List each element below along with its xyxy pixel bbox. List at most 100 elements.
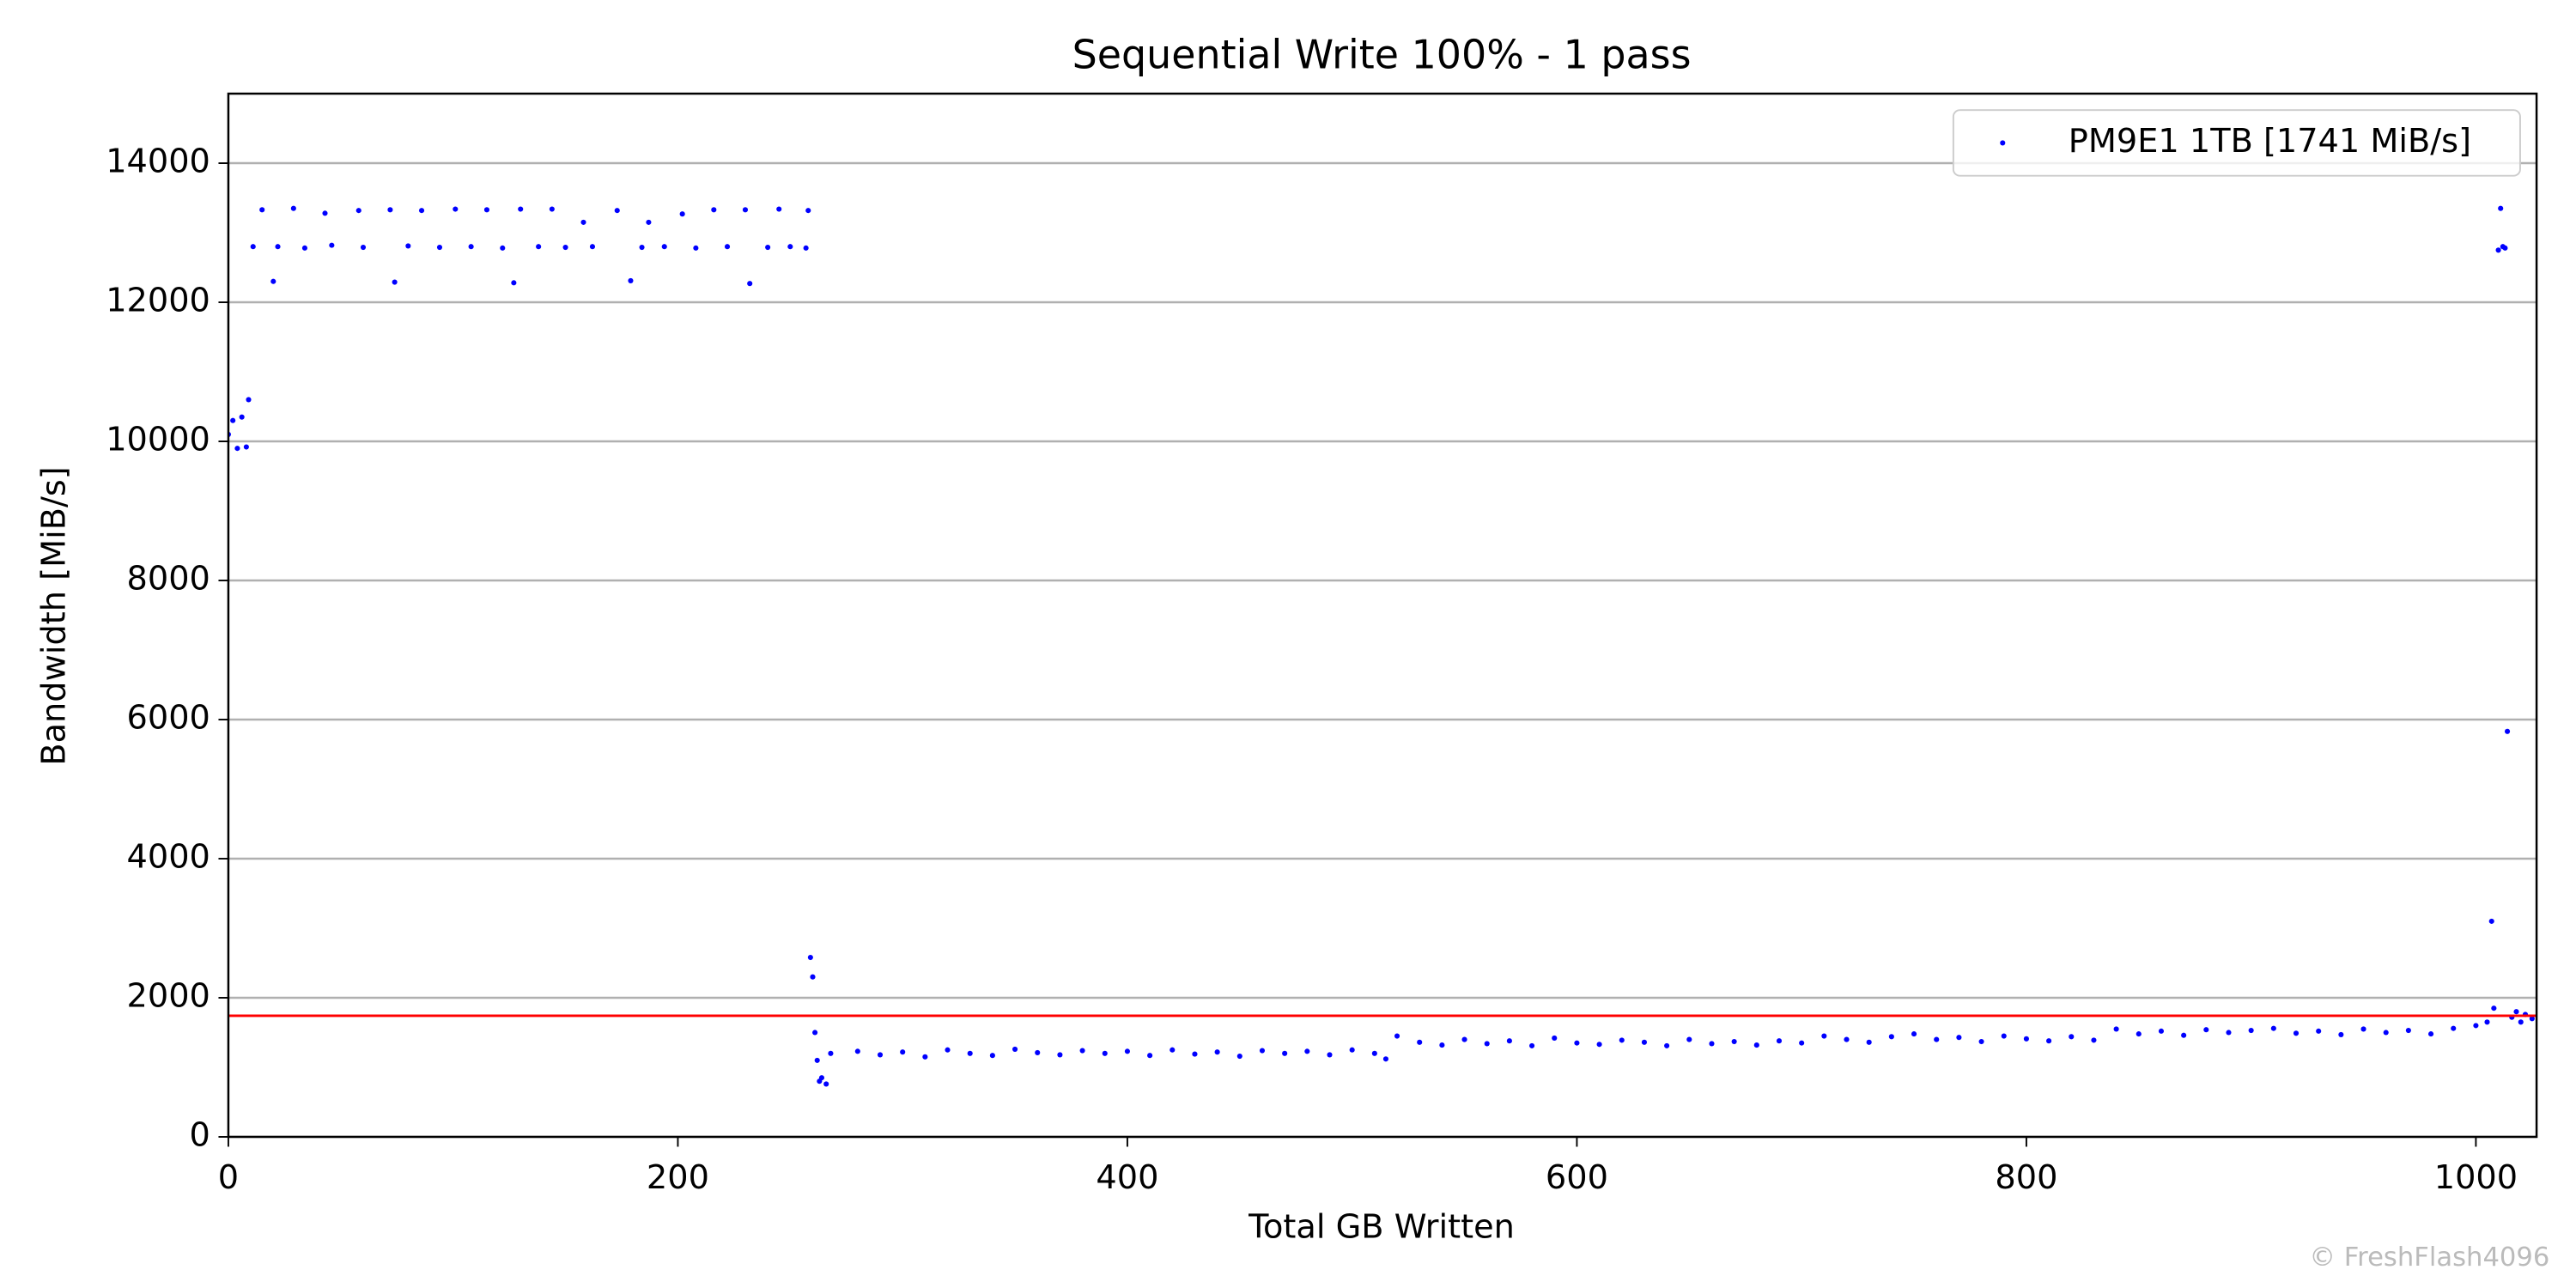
point xyxy=(2023,1036,2029,1042)
point xyxy=(2360,1026,2366,1032)
point xyxy=(246,397,252,403)
point xyxy=(823,1081,829,1087)
point xyxy=(2427,1031,2434,1037)
point xyxy=(500,245,506,251)
point xyxy=(1484,1041,1490,1047)
point xyxy=(1327,1052,1333,1058)
point xyxy=(1934,1036,1940,1042)
y-tick-label: 6000 xyxy=(127,699,210,738)
legend-box xyxy=(1952,109,2521,177)
point xyxy=(1382,1056,1389,1062)
point xyxy=(2226,1030,2232,1036)
point xyxy=(549,206,555,212)
point xyxy=(301,245,307,251)
point xyxy=(2113,1026,2119,1032)
point xyxy=(922,1054,928,1060)
point xyxy=(1057,1052,1063,1058)
point xyxy=(2203,1027,2209,1033)
point xyxy=(742,207,749,213)
point xyxy=(329,242,335,248)
point xyxy=(1664,1042,1670,1048)
point xyxy=(1236,1053,1242,1060)
point xyxy=(2513,1009,2519,1015)
point xyxy=(814,1057,820,1063)
y-tick-label: 10000 xyxy=(106,421,210,459)
point xyxy=(679,211,685,217)
point xyxy=(967,1050,973,1056)
y-tick-label: 12000 xyxy=(106,282,210,320)
point xyxy=(2383,1030,2389,1036)
legend-marker xyxy=(2000,140,2006,146)
point xyxy=(405,243,411,249)
point xyxy=(392,279,398,285)
x-tick-label: 200 xyxy=(647,1158,709,1197)
point xyxy=(275,244,281,250)
point xyxy=(2316,1028,2322,1034)
point xyxy=(1686,1036,1692,1042)
point xyxy=(1619,1037,1625,1043)
point xyxy=(900,1049,906,1055)
point xyxy=(1776,1038,1783,1044)
point xyxy=(290,205,296,211)
point xyxy=(1866,1039,1872,1045)
point xyxy=(1192,1051,1198,1057)
point xyxy=(580,219,586,225)
point xyxy=(2338,1031,2344,1037)
point xyxy=(239,414,245,420)
watermark: © FreshFlash4096 xyxy=(2309,1242,2549,1273)
y-tick-label: 2000 xyxy=(127,976,210,1015)
point xyxy=(812,1030,818,1036)
point xyxy=(1147,1053,1153,1059)
point xyxy=(1102,1050,1108,1056)
point xyxy=(259,207,265,213)
point xyxy=(1124,1048,1130,1054)
point xyxy=(776,206,782,212)
point xyxy=(2069,1034,2075,1040)
point xyxy=(2518,1019,2524,1025)
point xyxy=(511,280,517,286)
point xyxy=(803,245,809,251)
point xyxy=(661,244,667,250)
x-tick-label: 600 xyxy=(1546,1158,1608,1197)
point xyxy=(818,1075,825,1081)
point xyxy=(646,219,652,225)
point xyxy=(2001,1033,2007,1039)
point xyxy=(1821,1033,1827,1039)
point xyxy=(1417,1039,1423,1045)
point xyxy=(2529,1016,2535,1022)
point xyxy=(1529,1042,1535,1048)
point xyxy=(877,1052,884,1058)
y-tick-label: 4000 xyxy=(127,838,210,877)
point xyxy=(945,1047,951,1053)
point xyxy=(387,207,393,213)
point xyxy=(2502,245,2508,251)
point xyxy=(483,207,490,213)
point xyxy=(787,244,793,250)
point xyxy=(2158,1028,2165,1034)
point xyxy=(639,244,645,251)
point xyxy=(418,208,425,214)
point xyxy=(1079,1048,1085,1054)
point xyxy=(1282,1050,1288,1056)
legend-label: PM9E1 1TB [1741 MiB/s] xyxy=(2069,122,2471,161)
plot-area xyxy=(228,205,2537,1087)
point xyxy=(1214,1049,1220,1055)
point xyxy=(1709,1041,1715,1047)
point xyxy=(250,244,256,250)
chart-title: Sequential Write 100% - 1 pass xyxy=(1072,31,1692,77)
point xyxy=(322,210,328,216)
point xyxy=(453,206,459,212)
point xyxy=(436,244,443,251)
point xyxy=(828,1050,834,1056)
point xyxy=(355,208,361,214)
point xyxy=(270,278,276,284)
point xyxy=(1461,1036,1467,1042)
point xyxy=(1439,1042,1445,1048)
point xyxy=(536,244,542,250)
point xyxy=(243,444,249,450)
point xyxy=(1978,1038,1984,1045)
point xyxy=(765,244,771,251)
point xyxy=(1911,1031,1917,1037)
